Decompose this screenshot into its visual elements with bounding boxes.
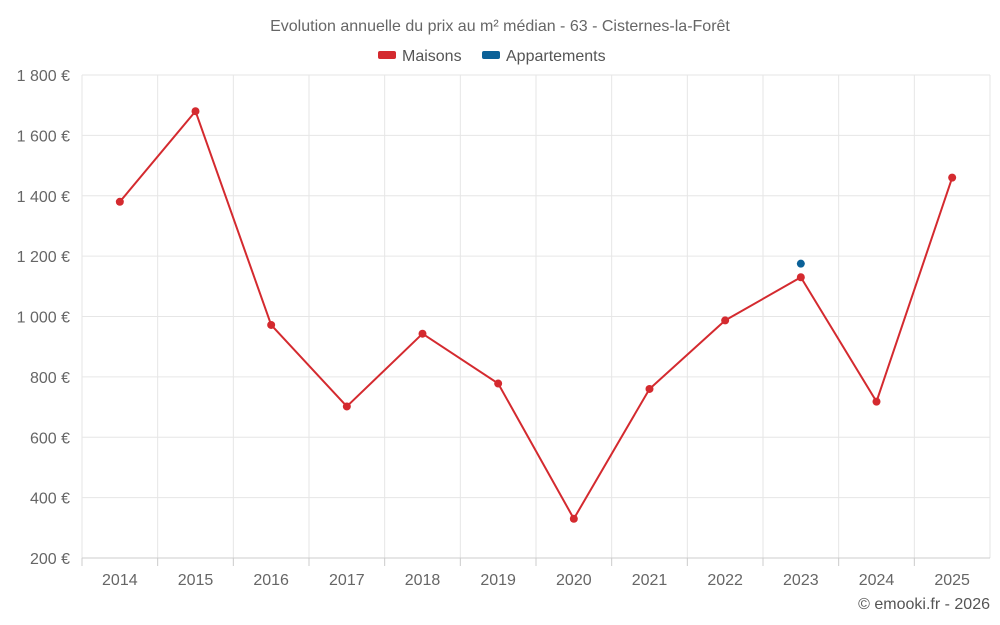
y-tick-label: 1 600 € <box>17 128 70 145</box>
x-tick-label: 2025 <box>934 572 970 589</box>
data-point-maisons-2024[interactable] <box>872 397 881 406</box>
y-tick-label: 1 000 € <box>17 310 70 327</box>
x-tick-label: 2020 <box>556 572 592 589</box>
data-point-maisons-2016[interactable] <box>267 320 276 329</box>
data-point-maisons-2021[interactable] <box>645 384 654 393</box>
data-point-appartements-2023[interactable] <box>796 259 805 268</box>
y-tick-label: 200 € <box>30 551 70 568</box>
y-tick-label: 1 800 € <box>17 68 70 85</box>
data-point-maisons-2022[interactable] <box>721 316 730 325</box>
x-tick-label: 2022 <box>707 572 743 589</box>
chart-title: Evolution annuelle du prix au m² médian … <box>270 18 730 35</box>
y-tick-label: 600 € <box>30 430 70 447</box>
y-tick-label: 1 200 € <box>17 249 70 266</box>
data-point-maisons-2019[interactable] <box>494 379 503 388</box>
legend-item-maisons[interactable]: Maisons <box>378 48 462 65</box>
legend-label-appartements: Appartements <box>506 48 606 65</box>
data-point-maisons-2018[interactable] <box>418 329 427 338</box>
x-tick-label: 2014 <box>102 572 138 589</box>
y-tick-label: 1 400 € <box>17 189 70 206</box>
data-point-maisons-2020[interactable] <box>569 514 578 523</box>
credit: © emooki.fr - 2026 <box>858 596 990 613</box>
x-tick-label: 2018 <box>405 572 441 589</box>
legend-swatch-maisons <box>378 51 396 59</box>
x-tick-label: 2021 <box>632 572 668 589</box>
series <box>115 107 957 523</box>
x-tick-label: 2024 <box>859 572 895 589</box>
x-tick-label: 2019 <box>480 572 516 589</box>
legend-swatch-appartements <box>482 51 500 59</box>
axes: 200 € 400 € 600 € 800 € 1 000 € 1 200 € 1 400 … <box>17 68 990 589</box>
data-point-maisons-2014[interactable] <box>115 197 124 206</box>
data-point-maisons-2023[interactable] <box>796 273 805 282</box>
series-line-maisons <box>119 110 954 520</box>
legend-label-maisons: Maisons <box>402 48 462 65</box>
data-point-maisons-2017[interactable] <box>342 402 351 411</box>
y-tick-label: 800 € <box>30 370 70 387</box>
legend: Maisons Appartements <box>378 48 606 65</box>
series-maisons <box>115 107 957 523</box>
y-tick-label: 400 € <box>30 491 70 508</box>
x-tick-label: 2015 <box>178 572 214 589</box>
data-point-maisons-2025[interactable] <box>948 173 957 182</box>
series-appartements <box>796 259 805 268</box>
data-point-maisons-2015[interactable] <box>191 107 200 116</box>
x-tick-label: 2017 <box>329 572 365 589</box>
legend-item-appartements[interactable]: Appartements <box>482 48 606 65</box>
x-tick-label: 2023 <box>783 572 819 589</box>
x-tick-label: 2016 <box>253 572 289 589</box>
grid <box>81 74 991 558</box>
